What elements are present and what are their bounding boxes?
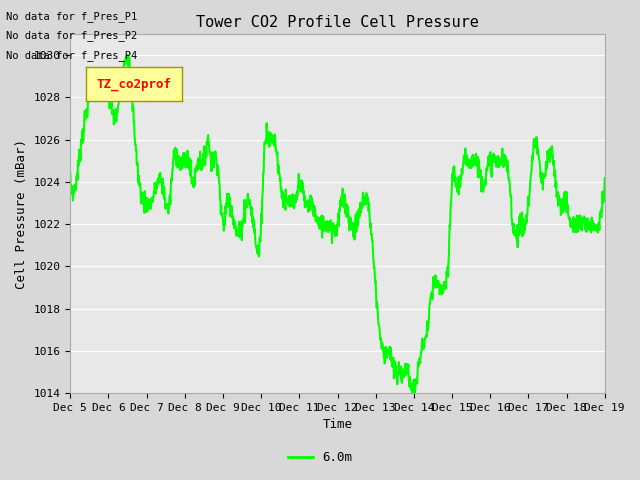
Text: No data for f_Pres_P4: No data for f_Pres_P4 [6,49,138,60]
Text: No data for f_Pres_P2: No data for f_Pres_P2 [6,30,138,41]
Text: No data for f_Pres_P1: No data for f_Pres_P1 [6,11,138,22]
Y-axis label: Cell Pressure (mBar): Cell Pressure (mBar) [15,139,28,288]
Text: TZ_co2prof: TZ_co2prof [97,77,172,91]
X-axis label: Time: Time [323,419,353,432]
Legend: 6.0m: 6.0m [282,446,358,469]
Title: Tower CO2 Profile Cell Pressure: Tower CO2 Profile Cell Pressure [196,15,479,30]
